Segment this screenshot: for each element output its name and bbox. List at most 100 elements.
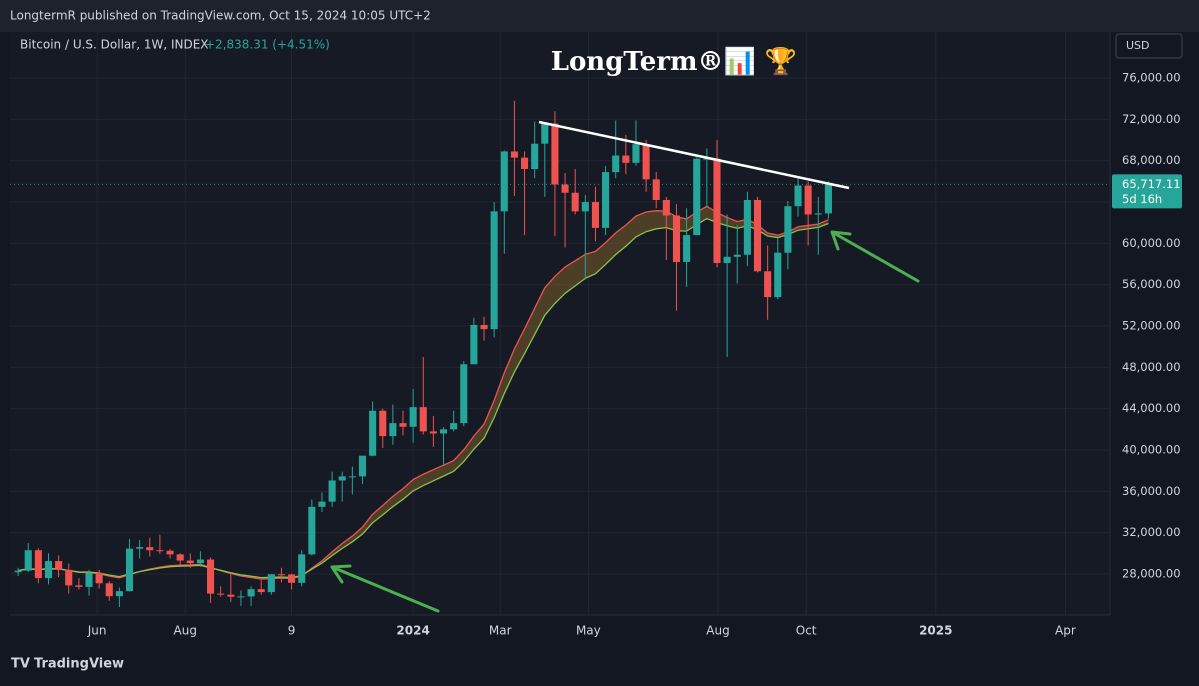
candle-body	[521, 157, 529, 169]
candle-body	[136, 547, 144, 549]
candle-body	[632, 144, 640, 163]
candle-body	[561, 184, 569, 193]
candle-body	[34, 550, 42, 579]
candle-body	[703, 158, 711, 160]
candle-body	[207, 559, 215, 594]
last-price-label: 65,717.11	[1122, 177, 1181, 191]
candle-body	[85, 572, 93, 587]
candle-body	[814, 213, 822, 215]
candle-body	[500, 151, 508, 212]
header-bar	[0, 0, 1199, 32]
candle-body	[156, 550, 164, 552]
y-tick-label: 44,000.00	[1122, 401, 1181, 415]
candle-body	[419, 407, 427, 432]
trend-line	[538, 120, 850, 190]
header: LongtermR published on TradingView.com, …	[10, 9, 431, 23]
candle-body	[24, 550, 32, 571]
candle-body	[480, 325, 488, 330]
y-tick-label: 32,000.00	[1122, 525, 1181, 539]
candle-body	[277, 574, 285, 576]
candle-body	[713, 158, 721, 264]
candle-body	[115, 591, 123, 597]
candle-body	[409, 407, 417, 427]
candle-body	[784, 206, 792, 253]
candle-body	[439, 429, 448, 434]
candle-body	[824, 184, 832, 214]
candle-body	[369, 410, 377, 456]
y-tick-label: 72,000.00	[1122, 112, 1181, 126]
candle-body	[217, 593, 225, 595]
candle-body	[733, 254, 741, 257]
x-tick-label: Mar	[489, 624, 512, 638]
candle-body	[460, 364, 468, 424]
candle-body	[662, 199, 670, 216]
x-tick-label: May	[576, 624, 601, 638]
candle-body	[267, 574, 275, 593]
y-tick-label: 76,000.00	[1122, 71, 1181, 85]
candle-body	[196, 559, 204, 564]
candle-body	[44, 561, 53, 579]
candle-body	[338, 476, 346, 481]
currency: USD	[1126, 39, 1150, 52]
change: +2,838.31 (+4.51%)	[205, 38, 330, 52]
x-tick-label: Aug	[174, 624, 197, 638]
candle-body	[490, 211, 498, 330]
candle-body	[571, 192, 579, 212]
last-price-box	[1112, 174, 1182, 209]
annotations	[330, 120, 920, 613]
candle-body	[541, 123, 549, 144]
y-tick-label: 36,000.00	[1122, 484, 1181, 498]
candle-body	[470, 325, 478, 365]
candle-body	[348, 476, 356, 478]
symbol: Bitcoin / U.S. Dollar, 1W, INDEX	[20, 38, 209, 52]
chart-title: LongTerm®📊 🏆	[551, 46, 798, 77]
x-tick-label: 9	[288, 624, 296, 638]
candle-body	[288, 574, 296, 583]
candle-body	[65, 569, 73, 586]
candle-body	[237, 596, 245, 598]
candle-body	[764, 271, 772, 298]
candle-body	[257, 589, 265, 593]
candle-body	[672, 215, 681, 262]
candle-body	[804, 185, 812, 215]
candle-body	[531, 143, 539, 169]
candle-body	[318, 501, 326, 507]
candle-body	[642, 144, 650, 180]
arrow	[330, 564, 440, 613]
candle-body	[95, 572, 103, 584]
y-tick-label: 56,000.00	[1122, 277, 1181, 291]
candle-body	[774, 252, 782, 298]
y-tick-label: 68,000.00	[1122, 153, 1181, 167]
candle-body	[298, 554, 306, 583]
candle-body	[723, 256, 731, 264]
candle-body	[612, 155, 620, 173]
y-tick-label: 52,000.00	[1122, 319, 1181, 333]
x-tick-label: 2025	[919, 624, 952, 638]
candle-body	[227, 594, 235, 597]
x-tick-label: Oct	[796, 624, 817, 638]
x-tick-label: Apr	[1055, 624, 1076, 638]
countdown: 5d 16h	[1122, 192, 1162, 206]
candle-body	[429, 431, 437, 434]
candle-body	[602, 172, 610, 228]
candle-body	[146, 547, 154, 551]
candle-body	[389, 423, 397, 437]
candle-body	[693, 158, 701, 236]
candle-body	[186, 560, 194, 564]
candle-body	[794, 185, 802, 207]
candle-body	[379, 410, 387, 437]
candle-body	[581, 202, 589, 212]
candle-body	[683, 235, 691, 262]
footer: TradingView	[34, 657, 124, 672]
x-tick-label: 2024	[396, 624, 429, 638]
y-tick-label: 40,000.00	[1122, 443, 1181, 457]
logo: 𝗧𝗩	[11, 657, 30, 672]
candle-body	[55, 561, 63, 570]
candle-body	[450, 423, 458, 430]
candle-body	[652, 179, 660, 200]
currency-box[interactable]	[1115, 33, 1183, 59]
candle-body	[591, 202, 599, 228]
candles	[10, 100, 1110, 608]
candle-body	[75, 585, 83, 587]
